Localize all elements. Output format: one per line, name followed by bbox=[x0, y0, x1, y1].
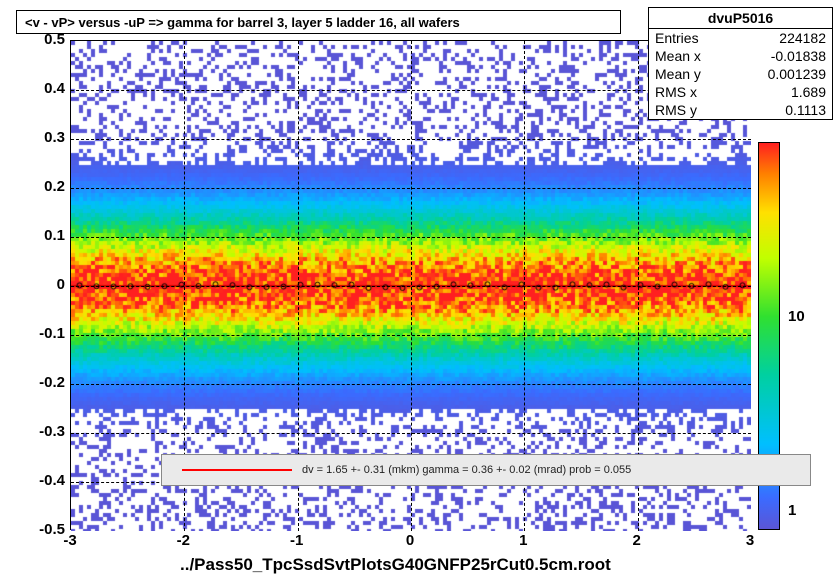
stats-value: -0.01838 bbox=[771, 48, 826, 64]
stats-rmsy: RMS y 0.1113 bbox=[649, 101, 832, 119]
legend-text: dv = 1.65 +- 0.31 (mkm) gamma = 0.36 +- … bbox=[302, 464, 631, 476]
x-tick-label: -3 bbox=[63, 532, 76, 549]
y-tick-label: 0.2 bbox=[15, 178, 65, 195]
stats-box: dvuP5016 Entries 224182 Mean x -0.01838 … bbox=[648, 7, 833, 120]
stats-label: Mean y bbox=[655, 66, 701, 82]
y-tick-label: -0.1 bbox=[15, 325, 65, 342]
y-tick-label: -0.2 bbox=[15, 374, 65, 391]
stats-value: 224182 bbox=[779, 30, 826, 46]
y-tick-label: 0.3 bbox=[15, 129, 65, 146]
fit-line-sample bbox=[182, 469, 292, 471]
x-tick-label: 1 bbox=[519, 532, 527, 549]
x-tick-label: -2 bbox=[177, 532, 190, 549]
stats-rmsx: RMS x 1.689 bbox=[649, 83, 832, 101]
stats-value: 0.1113 bbox=[785, 102, 826, 118]
stats-title: dvuP5016 bbox=[649, 8, 832, 29]
y-tick-label: 0 bbox=[15, 276, 65, 293]
x-tick-label: 3 bbox=[746, 532, 754, 549]
stats-value: 1.689 bbox=[791, 84, 826, 100]
y-tick-label: 0.4 bbox=[15, 80, 65, 97]
footer-path: ../Pass50_TpcSsdSvtPlotsG40GNFP25rCut0.5… bbox=[180, 555, 611, 575]
stats-meanx: Mean x -0.01838 bbox=[649, 47, 832, 65]
stats-value: 0.001239 bbox=[768, 66, 826, 82]
stats-meany: Mean y 0.001239 bbox=[649, 65, 832, 83]
stats-label: Mean x bbox=[655, 48, 701, 64]
y-tick-label: -0.3 bbox=[15, 423, 65, 440]
stats-label: RMS y bbox=[655, 102, 697, 118]
colorbar-tick-label: 10 bbox=[788, 308, 805, 325]
stats-label: RMS x bbox=[655, 84, 697, 100]
x-tick-label: -1 bbox=[290, 532, 303, 549]
y-tick-label: 0.1 bbox=[15, 227, 65, 244]
stats-label: Entries bbox=[655, 30, 699, 46]
root-container: <v - vP> versus -uP => gamma for barrel … bbox=[0, 0, 833, 579]
stats-entries: Entries 224182 bbox=[649, 29, 832, 47]
x-tick-label: 0 bbox=[406, 532, 414, 549]
plot-title: <v - vP> versus -uP => gamma for barrel … bbox=[16, 10, 621, 34]
colorbar-tick-label: 1 bbox=[788, 502, 796, 519]
legend-box: dv = 1.65 +- 0.31 (mkm) gamma = 0.36 +- … bbox=[161, 454, 811, 486]
y-tick-label: -0.4 bbox=[15, 472, 65, 489]
y-tick-label: -0.5 bbox=[15, 521, 65, 538]
x-tick-label: 2 bbox=[632, 532, 640, 549]
